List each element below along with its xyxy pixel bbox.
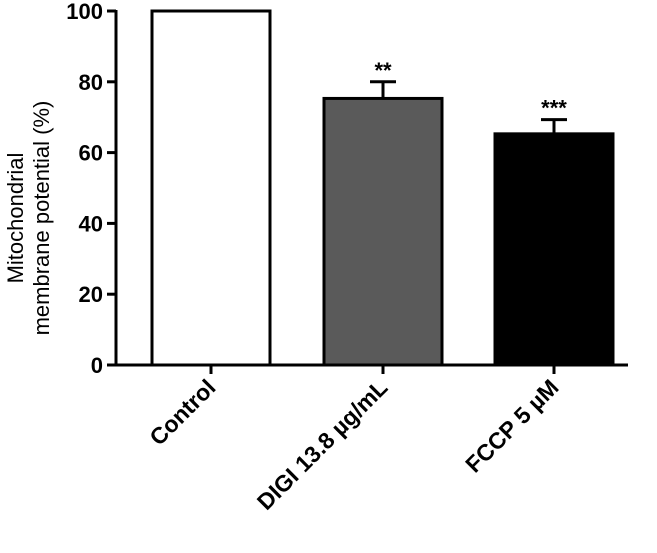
- y-tick-label-4: 80: [79, 70, 103, 95]
- significance-label-2: ***: [541, 96, 567, 121]
- significance-label-1: **: [374, 58, 392, 83]
- bar-0: [150, 9, 272, 367]
- y-tick-label-3: 60: [79, 141, 103, 166]
- y-tick-label-1: 20: [79, 282, 103, 307]
- y-tick-label-2: 40: [79, 211, 103, 236]
- plot-area: Control ** DIGI 13.8 µg/mL *** FCCP 5 µM 0 20 4…: [66, 0, 628, 515]
- x-tick-label-1: DIGI 13.8 µg/mL: [252, 374, 393, 515]
- x-tick-label-2: FCCP 5 µM: [460, 374, 563, 477]
- bar-2: [493, 132, 615, 367]
- y-axis-title: Mitochondrial membrane potential (%): [3, 101, 54, 336]
- y-axis-title-line-1: Mitochondrial: [3, 153, 28, 284]
- y-axis-title-line-2: membrane potential (%): [29, 101, 54, 336]
- y-tick-label-0: 0: [91, 353, 103, 378]
- bar-1: [322, 96, 444, 367]
- y-tick-label-5: 100: [66, 0, 103, 24]
- x-tick-label-0: Control: [144, 374, 220, 450]
